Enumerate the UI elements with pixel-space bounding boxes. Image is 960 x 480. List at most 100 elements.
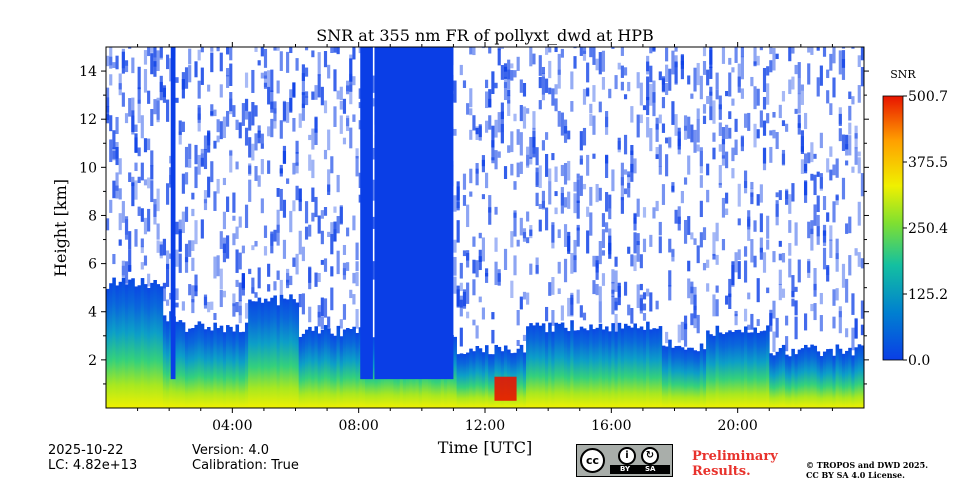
profile-column [251,301,255,408]
profile-column [181,322,186,408]
speckle-mark [835,195,839,206]
speckle-mark [857,55,861,68]
speckle-mark [803,112,808,130]
speckle-mark [112,130,116,150]
profile-column [797,349,802,408]
speckle-mark [330,234,334,255]
speckle-mark [330,47,334,54]
speckle-mark [109,56,113,69]
profile-column [592,329,596,408]
speckle-mark [336,216,340,234]
speckle-mark [560,305,564,321]
speckle-mark [323,100,328,114]
speckle-mark [213,109,217,117]
speckle-mark [845,328,849,338]
speckle-mark [257,125,261,132]
speckle-mark [181,72,185,90]
speckle-mark [263,71,268,79]
speckle-mark [737,63,741,87]
speckle-mark [349,127,353,149]
speckle-mark [725,151,729,169]
speckle-mark [109,115,113,132]
x-tick-label: 20:00 [717,418,757,434]
speckle-mark [829,146,833,157]
profile-column [219,325,224,408]
speckle-mark [491,71,495,94]
speckle-mark [693,129,697,153]
speckle-mark [156,240,160,253]
profile-column [605,326,609,408]
speckle-mark [229,98,233,115]
speckle-mark [248,137,252,158]
speckle-mark [693,294,697,319]
speckle-mark [579,158,583,165]
speckle-mark [121,51,125,74]
speckle-mark [263,75,268,88]
speckle-mark [721,47,726,64]
speckle-mark [658,144,662,167]
speckle-mark [349,84,353,105]
profile-column [570,320,574,408]
speckle-mark [785,188,789,205]
speckle-mark [497,112,501,133]
profile-column [213,322,217,408]
speckle-mark [510,280,514,298]
speckle-mark [683,219,688,244]
profile-column [137,285,142,408]
speckle-mark [311,91,315,100]
profile-column [702,349,707,408]
speckle-mark [178,229,182,251]
profile-column [677,345,682,408]
speckle-mark [497,48,501,66]
speckle-mark [785,190,789,205]
speckle-mark [772,47,776,71]
speckle-mark [756,129,760,139]
speckle-mark [548,47,552,53]
speckle-mark [222,237,227,253]
speckle-mark [500,111,504,133]
speckle-mark [529,47,533,67]
speckle-mark [273,229,277,242]
speckle-mark [292,82,296,98]
speckle-mark [557,69,561,89]
speckle-mark [573,193,577,214]
speckle-mark [333,47,337,53]
speckle-mark [128,231,132,250]
speckle-mark [614,75,618,90]
speckle-mark [226,196,230,212]
speckle-mark [469,88,473,108]
speckle-mark [557,53,561,75]
speckle-mark [548,181,552,205]
speckle-mark [781,153,786,166]
speckle-mark [254,133,258,151]
speckle-mark [137,99,141,124]
profile-column [327,328,331,408]
speckle-mark [330,287,334,311]
profile-column [690,347,694,408]
profile-column [576,330,581,408]
speckle-mark [813,174,817,196]
speckle-mark [304,91,309,98]
speckle-mark [327,316,331,328]
speckle-mark [819,292,823,305]
speckle-mark [791,298,795,307]
speckle-mark [822,247,827,270]
speckle-mark [791,47,795,54]
speckle-mark [235,301,239,313]
speckle-mark [535,192,539,207]
speckle-mark [807,47,811,53]
speckle-mark [750,181,754,189]
speckle-mark [630,308,634,324]
speckle-mark [687,216,691,235]
speckle-mark [589,47,593,58]
speckle-mark [668,285,672,301]
speckle-mark [573,255,577,273]
speckle-mark [646,117,650,138]
speckle-mark [554,207,558,215]
speckle-mark [598,241,602,265]
speckle-mark [339,319,343,329]
speckle-mark [702,227,707,241]
speckle-mark [494,119,498,138]
speckle-mark [140,208,144,222]
speckle-mark [595,183,599,203]
